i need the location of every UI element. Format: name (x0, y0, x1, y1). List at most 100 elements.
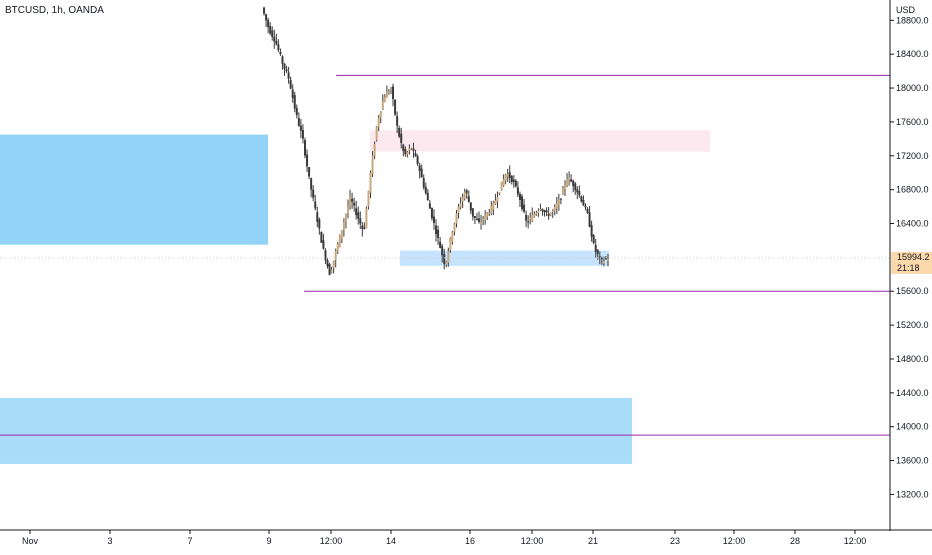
candle-body (308, 167, 311, 177)
candle-body (279, 51, 282, 55)
candle-body (394, 99, 397, 115)
candle-body (455, 213, 458, 224)
candle-body (355, 208, 358, 216)
candle-body (525, 214, 528, 221)
candle-body (330, 269, 333, 273)
candle-body (392, 86, 395, 100)
candle-body (545, 210, 548, 213)
candle-body (367, 190, 370, 207)
candle-body (291, 89, 294, 98)
currency-label: USD (896, 5, 916, 15)
candle-body (334, 251, 337, 261)
y-tick-label: 13600.0 (896, 456, 929, 466)
candle-body (447, 251, 450, 263)
candle-body (396, 115, 399, 126)
candle-body (504, 174, 507, 181)
candle-body (598, 256, 601, 258)
candle-body (502, 178, 505, 186)
candle-body (263, 7, 266, 14)
candle-body (377, 118, 380, 128)
candle-body (582, 199, 585, 206)
candle-body (424, 186, 427, 194)
y-tick-label: 18400.0 (896, 49, 929, 59)
candle-body (478, 218, 481, 222)
x-tick-label: 3 (107, 536, 112, 546)
candle-body (295, 107, 298, 116)
last-price-tag[interactable]: 15994.2 21:18 (891, 252, 932, 274)
candle-body (381, 101, 384, 110)
candle-body (289, 80, 292, 89)
candle-body (537, 210, 540, 214)
candle-body (404, 148, 407, 155)
candle-body (265, 14, 268, 21)
candle-body (480, 221, 483, 225)
candle-body (451, 232, 454, 243)
candle-body (371, 155, 374, 175)
candle-body (574, 183, 577, 191)
candle-body (547, 213, 550, 216)
candle-body (449, 237, 452, 251)
candle-body (387, 91, 390, 93)
chart-title: BTCUSD, 1h, OANDA (5, 5, 104, 16)
candle-body (365, 208, 368, 229)
candle-body (445, 261, 448, 265)
candle-body (322, 240, 325, 249)
candle-body (453, 223, 456, 233)
candle-body (301, 129, 304, 139)
zone-0[interactable] (0, 134, 268, 245)
y-tick-label: 16800.0 (896, 185, 929, 195)
candle-body (297, 117, 300, 126)
candle-body (336, 243, 339, 252)
candle-body (500, 181, 503, 191)
candle-body (267, 19, 270, 28)
candle-body (271, 30, 274, 37)
candle-body (580, 196, 583, 202)
candle-body (463, 191, 466, 199)
candle-body (385, 91, 388, 98)
candle-body (576, 189, 579, 193)
candle-body (461, 197, 464, 202)
candle-body (383, 97, 386, 102)
candle-body (541, 209, 544, 212)
candle-body (285, 69, 288, 72)
zone-1[interactable] (370, 130, 710, 152)
candle-body (332, 260, 335, 268)
candle-body (607, 258, 609, 261)
candle-body (586, 208, 589, 213)
candle-body (346, 206, 349, 214)
candle-body (543, 210, 546, 212)
candle-body (342, 222, 345, 230)
candle-body (344, 214, 347, 222)
candle-body (494, 200, 497, 205)
candle-body (600, 258, 603, 260)
candle-body (349, 196, 352, 207)
x-tick-label: 12:00 (844, 536, 867, 546)
candle-body (529, 217, 532, 220)
candle-body (473, 216, 476, 219)
candle-body (459, 203, 462, 208)
candle-body (363, 227, 366, 229)
candle-body (510, 176, 513, 183)
candle-body (418, 165, 421, 172)
candle-body (467, 196, 470, 203)
candle-body (564, 185, 567, 190)
candle-body (359, 218, 362, 224)
y-tick-label: 14800.0 (896, 354, 929, 364)
candle-body (406, 151, 409, 155)
candle-body (402, 144, 405, 151)
y-tick-label: 17200.0 (896, 151, 929, 161)
y-tick-label: 17600.0 (896, 117, 929, 127)
x-tick-label: Nov (22, 536, 39, 546)
candle-body (457, 206, 460, 214)
y-tick-label: 18800.0 (896, 15, 929, 25)
candle-body (516, 187, 519, 195)
zone-3[interactable] (0, 397, 632, 464)
x-tick-label: 9 (266, 536, 271, 546)
x-tick-label: 12:00 (320, 536, 343, 546)
candle-body (408, 148, 411, 151)
y-tick-label: 15600.0 (896, 286, 929, 296)
candle-body (594, 245, 597, 252)
candle-body (369, 172, 372, 193)
